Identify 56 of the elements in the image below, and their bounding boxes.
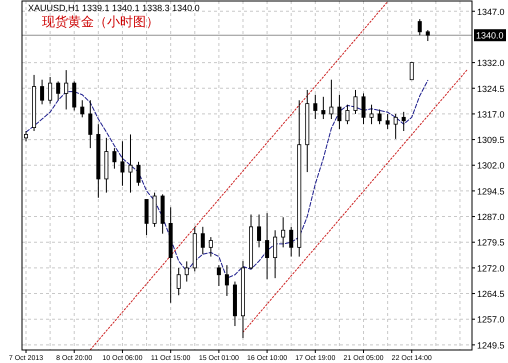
y-tick-label: 1332.0 bbox=[477, 58, 505, 68]
candlestick bbox=[200, 226, 205, 255]
candlestick bbox=[48, 76, 52, 104]
candlestick bbox=[329, 79, 334, 120]
y-tick-label: 1324.5 bbox=[477, 84, 505, 94]
candlestick bbox=[370, 104, 374, 125]
y-tick-label: 1317.0 bbox=[477, 109, 505, 120]
candlestick bbox=[426, 30, 430, 42]
candlestick bbox=[410, 62, 414, 80]
candlestick bbox=[24, 130, 28, 142]
candlestick bbox=[337, 94, 342, 130]
candlestick bbox=[345, 104, 350, 125]
candlestick bbox=[112, 148, 116, 170]
candlestick bbox=[88, 100, 92, 149]
candlestick bbox=[362, 92, 366, 125]
y-tick-label: 1272.0 bbox=[477, 263, 505, 274]
candlestick bbox=[144, 198, 149, 236]
candlestick bbox=[257, 214, 262, 248]
candlestick bbox=[56, 80, 60, 101]
candlestick bbox=[265, 212, 270, 280]
y-tick-label: 1309.5 bbox=[477, 135, 505, 146]
candlestick bbox=[216, 264, 221, 287]
candlestick bbox=[184, 260, 189, 282]
y-tick-label: 1347.0 bbox=[477, 6, 505, 17]
y-tick-label: 1287.0 bbox=[477, 212, 505, 222]
candlestick bbox=[128, 134, 132, 194]
candlestick bbox=[40, 79, 44, 105]
candlestick bbox=[378, 108, 382, 125]
candlestick bbox=[394, 113, 398, 140]
candlestick bbox=[72, 80, 76, 111]
y-tick-label: 1279.5 bbox=[477, 238, 505, 248]
candlestick bbox=[208, 236, 213, 258]
candlestick bbox=[289, 226, 294, 258]
candlestick bbox=[281, 216, 286, 248]
y-tick-label: 1257.0 bbox=[477, 314, 505, 325]
candlestick bbox=[418, 18, 422, 36]
line-series bbox=[242, 68, 468, 333]
candlestick bbox=[176, 267, 181, 296]
candlestick bbox=[313, 94, 318, 120]
candlestick bbox=[402, 111, 406, 132]
candlestick bbox=[120, 140, 124, 186]
annotation: XAUUSD,H1 1339.1 1340.1 1338.3 1340.0 bbox=[28, 3, 200, 13]
y-tick-label: 1264.5 bbox=[477, 289, 505, 300]
candlestick bbox=[136, 161, 141, 186]
candlestick bbox=[64, 70, 68, 110]
candlestick bbox=[80, 100, 84, 118]
text: 现货黄金（小时图） bbox=[42, 14, 159, 29]
candlestick bbox=[273, 230, 278, 279]
candlestick bbox=[321, 96, 326, 120]
ref-line-label: 1340.0 bbox=[476, 30, 504, 41]
candlestick bbox=[353, 89, 358, 114]
y-tick-label: 1302.0 bbox=[477, 160, 505, 171]
y-tick-label: 1294.5 bbox=[477, 186, 505, 196]
candlestick bbox=[386, 113, 390, 130]
candlestick bbox=[224, 264, 229, 296]
y-tick-label: 1249.5 bbox=[477, 340, 505, 350]
